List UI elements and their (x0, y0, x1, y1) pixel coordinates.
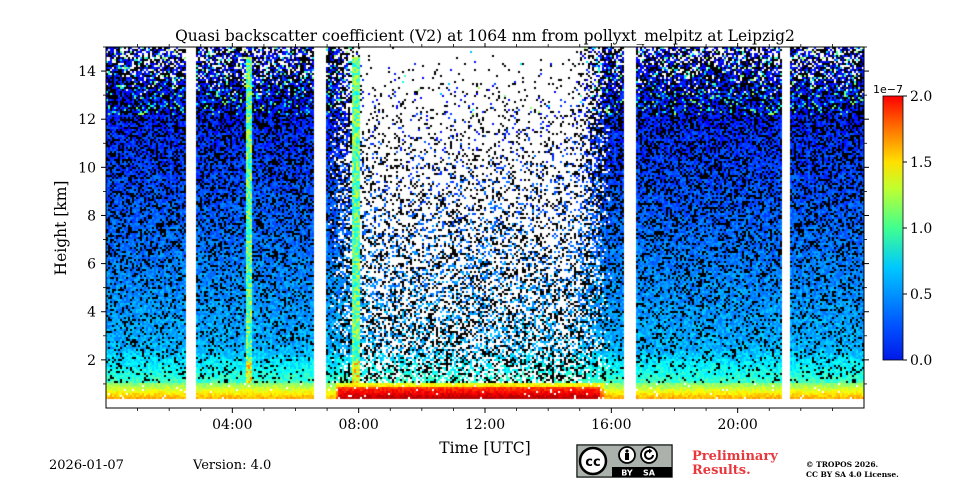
colorbar-tick-label: 1.5 (910, 155, 932, 171)
copyright-notice: © TROPOS 2026. CC BY SA 4.0 License. (806, 460, 899, 480)
sa-label: SA (643, 469, 656, 478)
colorbar-tick-label: 0.0 (910, 353, 932, 369)
chart-title: Quasi backscatter coefficient (V2) at 10… (175, 27, 795, 45)
sa-icon (640, 446, 658, 464)
y-tick-label: 4 (87, 305, 96, 321)
x-tick-label: 12:00 (465, 417, 505, 433)
colorbar-tick-label: 0.5 (910, 287, 932, 303)
backscatter-field (106, 47, 864, 408)
by-icon (618, 446, 636, 464)
colorbar-tick-label: 2.0 (910, 89, 932, 105)
y-tick-label: 14 (78, 64, 96, 80)
x-tick-label: 16:00 (591, 417, 631, 433)
by-label: BY (621, 469, 633, 478)
cc-by-sa-badge: cc BY SA (576, 444, 673, 478)
y-axis: 2 4 6 8 10 12 14 (78, 46, 869, 385)
colorbar (882, 95, 904, 361)
x-tick-label: 20:00 (717, 417, 757, 433)
preliminary-line2: Results. (692, 463, 751, 478)
svg-text:cc: cc (585, 455, 600, 470)
version-label: Version: 4.0 (193, 458, 272, 473)
copyright-line1: © TROPOS 2026. (806, 460, 879, 469)
colorbar-ticks: 0.0 0.5 1.0 1.5 2.0 (903, 89, 932, 369)
x-tick-label: 04:00 (212, 417, 252, 433)
colorbar-tick-label: 1.0 (910, 221, 932, 237)
preliminary-notice: Preliminary Results. (692, 450, 778, 478)
preliminary-line1: Preliminary (692, 449, 778, 464)
plot-area (106, 47, 864, 408)
y-tick-label: 8 (87, 208, 96, 224)
y-tick-label: 12 (78, 112, 96, 128)
y-tick-label: 2 (87, 353, 96, 369)
x-axis: 04:00 08:00 12:00 16:00 20:00 (137, 43, 833, 433)
y-tick-label: 10 (78, 160, 96, 176)
x-tick-label: 08:00 (338, 417, 378, 433)
y-axis-label: Height [km] (52, 181, 70, 276)
y-tick-label: 6 (87, 257, 96, 273)
x-axis-label: Time [UTC] (439, 439, 530, 457)
cc-icon: cc (578, 446, 608, 476)
copyright-line2: CC BY SA 4.0 License. (806, 470, 899, 479)
colorbar-scale-label: 1e−7 (873, 83, 903, 96)
date-label: 2026-01-07 (49, 458, 124, 473)
